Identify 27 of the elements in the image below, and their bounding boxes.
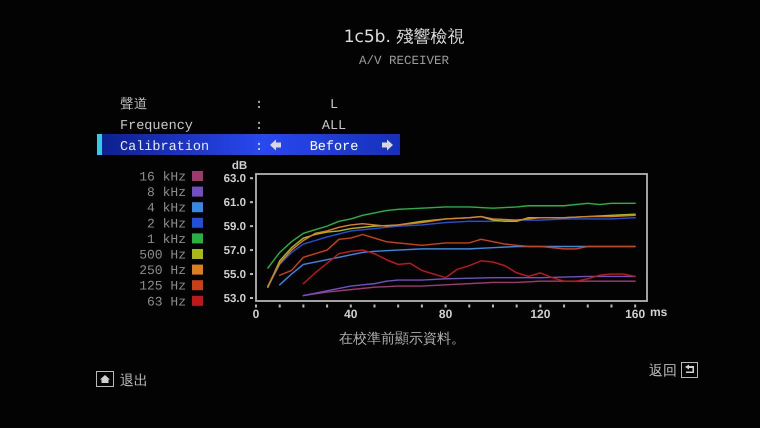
annotation: :: [254, 98, 264, 113]
annotation: Frequency: [120, 119, 193, 134]
xlabel: ms: [650, 305, 668, 319]
annotation: :: [254, 119, 264, 134]
xtick: 40: [344, 307, 358, 321]
ytick: 57.0: [224, 245, 246, 258]
xtick: 120: [530, 307, 550, 321]
xtick: 80: [438, 307, 452, 321]
ytick: 61.0: [224, 197, 246, 210]
xtick: 0: [252, 307, 260, 321]
ytick: 59.0: [224, 221, 246, 234]
annotation: 返回: [649, 363, 677, 379]
annotation: 退出: [120, 373, 148, 389]
annotation: Calibration: [120, 140, 210, 155]
ylabel: dB: [232, 160, 248, 172]
ytick: 63.0: [224, 173, 246, 186]
annotation: 聲道: [120, 96, 148, 112]
ytick: 53.0: [224, 293, 246, 305]
xtick: 160: [625, 307, 646, 321]
subtitle: A/V RECEIVER: [359, 54, 449, 68]
annotation: Before: [310, 140, 358, 155]
annotation: L: [330, 98, 338, 113]
annotation: ALL: [322, 119, 346, 134]
title: 1c5b. 殘響檢視: [344, 27, 464, 47]
annotation: 在校準前顯示資料。: [339, 331, 465, 347]
ytick: 55.0: [224, 269, 246, 282]
annotation: :: [254, 140, 264, 155]
